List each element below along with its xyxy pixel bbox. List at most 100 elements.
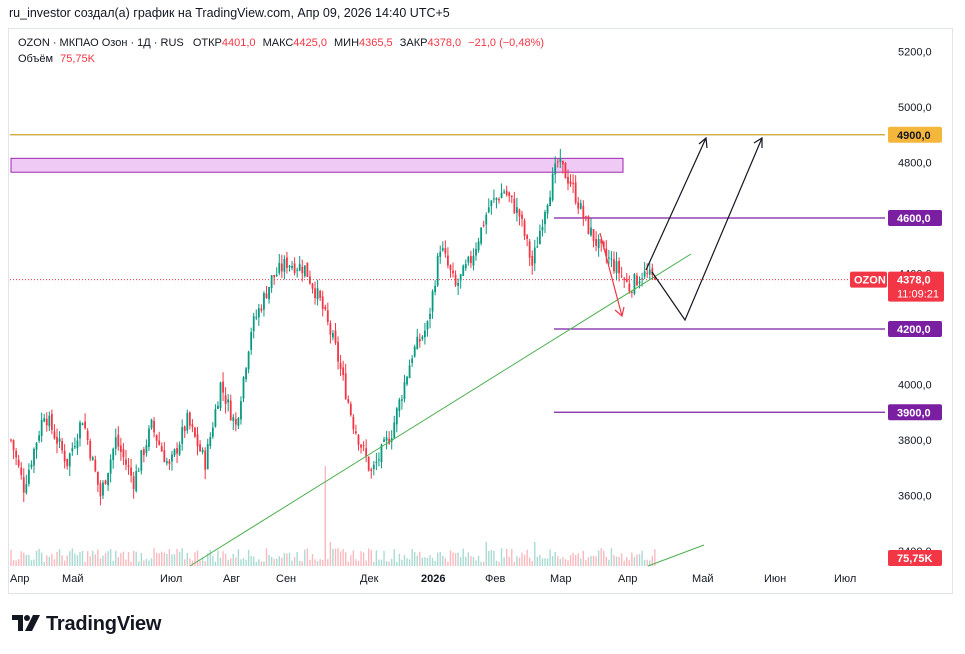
candle-body xyxy=(296,269,299,271)
legend-ohlc-row: OZON · МКПАО Озон · 1Д · RUS ОТКР4401,0 … xyxy=(18,35,544,51)
volume-bar xyxy=(528,557,531,566)
candle-body xyxy=(211,427,214,437)
volume-bar xyxy=(89,556,91,566)
volume-bar xyxy=(554,551,556,566)
volume-bar xyxy=(145,558,148,566)
legend-volume-label: Объём xyxy=(18,53,54,65)
x-axis: Апр Май Июл Авг Сен Дек 2026 Фев Мар Апр Май Июн Июл xyxy=(10,573,856,585)
volume-bar xyxy=(219,557,222,566)
candle-body xyxy=(148,428,150,448)
level-tag-3900 xyxy=(888,404,942,421)
x-tick-label: Мар xyxy=(550,573,572,585)
price-tags-layer: 4900,0 4600,0 4200,0 3900,0 OZON 4378,0 11:09:… xyxy=(850,126,944,566)
volume-bar xyxy=(178,551,181,566)
volume-bar xyxy=(247,549,250,566)
candle-body xyxy=(91,457,94,461)
candle-body xyxy=(357,435,360,445)
candle-body xyxy=(372,464,375,469)
candle-body xyxy=(641,278,643,280)
candle-body xyxy=(66,458,69,467)
x-tick-label: Фев xyxy=(485,573,505,585)
volume-bar xyxy=(143,560,145,566)
volume-bar xyxy=(398,553,401,566)
candle-body xyxy=(454,274,457,286)
candle-body xyxy=(418,338,421,342)
volume-bar xyxy=(66,555,68,566)
volume-bar xyxy=(112,560,114,566)
candle-body xyxy=(40,419,43,436)
volume-bar xyxy=(207,553,209,566)
candle-body xyxy=(613,259,615,272)
volume-bar xyxy=(551,556,554,566)
volume-bar xyxy=(268,554,270,566)
candle-body xyxy=(513,198,516,213)
volume-bar xyxy=(424,557,426,566)
ticker-tag xyxy=(850,271,887,288)
volume-bar xyxy=(299,560,301,566)
volume-bar xyxy=(337,548,339,566)
candle-body xyxy=(360,444,362,448)
candle-body xyxy=(544,212,546,225)
candle-body xyxy=(403,382,406,400)
volume-bar xyxy=(498,561,500,566)
candle-body xyxy=(153,420,155,433)
volume-bar xyxy=(104,553,107,566)
candle-layer xyxy=(10,148,656,506)
volume-bar xyxy=(595,556,597,566)
candle-body xyxy=(119,445,122,452)
volume-bar xyxy=(493,550,495,566)
volume-bar xyxy=(194,552,196,566)
volume-bar xyxy=(309,559,311,566)
candle-body xyxy=(556,161,559,163)
legend-symbol[interactable]: OZON · МКПАО Озон · 1Д · RUS xyxy=(18,37,184,49)
volume-bar xyxy=(511,548,513,566)
candle-body xyxy=(263,293,265,310)
y-tick-label: 5000,0 xyxy=(898,102,932,114)
candle-body xyxy=(173,449,176,456)
volume-bar xyxy=(43,561,45,566)
volume-bar xyxy=(161,551,163,566)
candle-body xyxy=(114,437,117,449)
candle-body xyxy=(48,415,51,427)
volume-bar xyxy=(649,560,651,566)
volume-bar xyxy=(378,559,380,566)
candle-body xyxy=(309,276,311,284)
candle-body xyxy=(426,321,429,330)
candle-body xyxy=(165,461,168,464)
volume-bar xyxy=(350,555,352,566)
volume-bar xyxy=(94,554,97,566)
candle-body xyxy=(500,192,503,199)
candle-body xyxy=(528,241,531,258)
candle-body xyxy=(33,448,35,466)
candle-body xyxy=(472,255,475,266)
volume-bar xyxy=(582,550,585,566)
volume-bar xyxy=(69,551,71,566)
candle-body xyxy=(204,450,207,470)
candle-body xyxy=(45,418,48,426)
candle-body xyxy=(439,251,442,257)
volume-bar xyxy=(316,561,319,566)
chart-frame[interactable] xyxy=(8,28,953,594)
candle-body xyxy=(56,436,58,444)
x-tick-label: Сен xyxy=(276,573,296,585)
candle-body xyxy=(135,471,138,492)
level-tag-text: 3900,0 xyxy=(897,407,931,419)
volume-bar xyxy=(365,560,367,566)
volume-bar xyxy=(92,550,94,566)
volume-bar xyxy=(46,555,48,566)
tradingview-logo[interactable]: TradingView xyxy=(12,613,161,636)
volume-bar xyxy=(600,548,602,566)
candle-body xyxy=(349,403,352,415)
y-tick-label: 3800,0 xyxy=(898,435,932,447)
volume-bar xyxy=(592,555,595,566)
volume-bar xyxy=(567,560,569,566)
volume-bar xyxy=(449,550,452,566)
candle-body xyxy=(176,447,178,454)
candle-body xyxy=(352,416,355,430)
volume-bar xyxy=(227,560,229,566)
x-tick-label: Май xyxy=(692,573,714,585)
y-tick-label: 5200,0 xyxy=(898,47,932,59)
legend-open-value: 4401,0 xyxy=(221,37,256,49)
volume-bar xyxy=(76,555,79,566)
